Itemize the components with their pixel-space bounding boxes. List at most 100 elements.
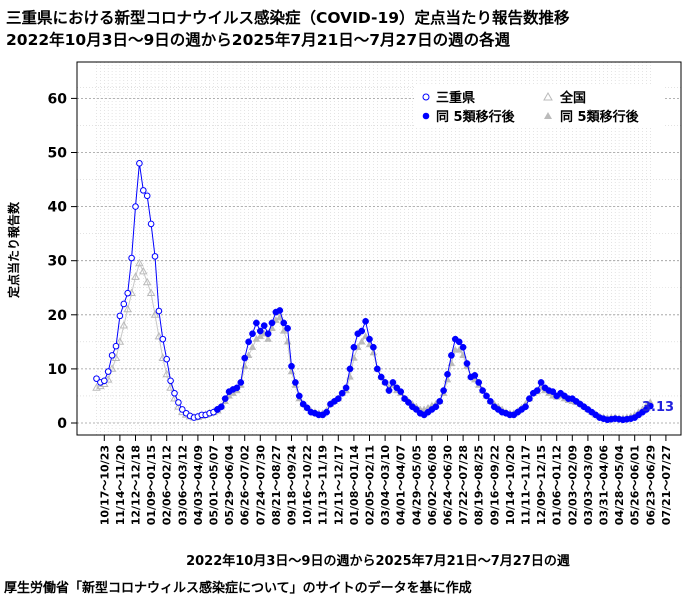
data-point	[135, 258, 144, 267]
data-point	[245, 338, 252, 346]
x-tick-label: 08/19～08/25	[473, 445, 486, 525]
x-tick-label: 11/13～11/19	[317, 445, 330, 525]
data-point	[179, 406, 186, 413]
data-point	[463, 360, 471, 367]
data-point	[249, 330, 256, 338]
data-point	[479, 387, 486, 394]
x-tick-label: 06/02～06/08	[426, 445, 439, 525]
data-point	[221, 395, 229, 403]
data-point	[256, 327, 264, 335]
chart-title: 三重県における新型コロナウイルス感染症（COVID-19）定点当たり報告数推移	[6, 8, 570, 27]
data-point	[241, 354, 249, 362]
x-tick-label: 04/29～05/05	[410, 445, 423, 525]
data-point	[119, 321, 129, 329]
data-point	[248, 343, 257, 350]
grid	[77, 62, 681, 435]
legend-label: 三重県	[436, 90, 475, 106]
data-point	[260, 322, 268, 329]
data-point	[264, 335, 272, 342]
data-point	[171, 389, 178, 397]
x-tick-label: 10/14～10/20	[504, 445, 517, 526]
y-tick-label: 20	[48, 308, 68, 324]
data-point	[132, 203, 139, 210]
data-point	[233, 384, 241, 392]
legend: 三重県 全国同 5類移行後 同 5類移行後	[414, 86, 664, 128]
source-note: 厚生労働省「新型コロナウィルス感染症について」のサイトのデータを基に作成	[4, 580, 472, 596]
x-tick-label: 03/31～04/06	[598, 445, 611, 526]
x-tick-label: 03/06～03/12	[176, 445, 189, 525]
legend-marker	[422, 112, 430, 120]
data-point	[475, 379, 483, 386]
data-point	[288, 362, 295, 370]
data-point	[526, 395, 533, 403]
data-point	[471, 372, 479, 379]
data-point	[115, 337, 125, 345]
data-point	[131, 272, 140, 280]
data-point	[107, 364, 117, 372]
data-point	[303, 404, 311, 412]
y-axis: 0 10 20 30 40 50 60	[48, 91, 77, 432]
legend-label: 全国	[559, 90, 586, 106]
legend-background	[414, 86, 664, 128]
data-point	[483, 392, 490, 400]
data-point	[167, 377, 174, 385]
x-tick-label: 01/06～01/12	[551, 445, 564, 525]
data-point	[357, 337, 366, 345]
data-point	[264, 330, 272, 338]
data-point	[459, 343, 467, 351]
x-tick-label: 05/29～06/04	[223, 445, 236, 526]
data-point	[175, 399, 182, 406]
x-tick-label: 08/21～08/27	[270, 445, 283, 525]
data-point	[163, 355, 170, 363]
data-point	[140, 187, 147, 194]
data-point	[120, 300, 128, 308]
data-point	[101, 377, 108, 385]
data-point	[444, 370, 451, 378]
x-tick-label: 01/09～01/15	[145, 445, 158, 525]
x-tick-label: 12/12～12/18	[130, 445, 143, 525]
x-tick-label: 12/11～12/17	[332, 445, 345, 525]
x-tick-label: 09/16～09/22	[488, 445, 501, 525]
x-tick-label: 04/28～05/04	[613, 445, 626, 526]
y-tick-label: 50	[48, 146, 68, 162]
x-tick-label: 04/01～04/07	[395, 445, 408, 525]
data-point	[154, 331, 164, 340]
legend-marker	[543, 91, 553, 101]
data-point	[108, 352, 116, 359]
data-point	[350, 343, 358, 351]
data-point	[362, 317, 369, 325]
data-point	[128, 254, 135, 262]
y-tick-label: 30	[48, 254, 68, 270]
data-point	[440, 387, 447, 394]
legend-label: 同 5類移行後	[560, 109, 640, 125]
series-layer	[92, 160, 655, 424]
x-tick-label: 07/21～07/27	[660, 445, 673, 525]
y-axis-label: 定点当たり報告数	[6, 201, 21, 298]
data-point	[373, 365, 381, 373]
data-point	[276, 307, 284, 314]
data-point	[533, 387, 541, 394]
data-point	[143, 192, 151, 200]
chart-subtitle: 2022年10月3日～9日の週から2025年7月21日～7月27日の週の各週	[6, 30, 511, 49]
data-point	[397, 388, 405, 395]
legend-marker	[422, 93, 430, 101]
data-point	[448, 352, 455, 359]
data-point	[334, 395, 342, 403]
data-point	[370, 343, 377, 351]
legend-label: 同 5類移行後	[436, 109, 516, 125]
data-point	[136, 160, 143, 167]
data-point	[284, 324, 291, 332]
data-point	[323, 408, 330, 416]
data-point	[142, 277, 152, 286]
data-point	[436, 398, 444, 405]
data-point	[104, 368, 112, 375]
legend-marker	[544, 112, 552, 119]
data-point	[151, 253, 159, 260]
data-point	[369, 348, 378, 356]
data-point	[366, 335, 373, 343]
data-point	[338, 389, 346, 397]
data-point	[123, 304, 132, 313]
data-point	[159, 335, 167, 343]
x-tick-label: 07/24～07/30	[254, 445, 267, 526]
